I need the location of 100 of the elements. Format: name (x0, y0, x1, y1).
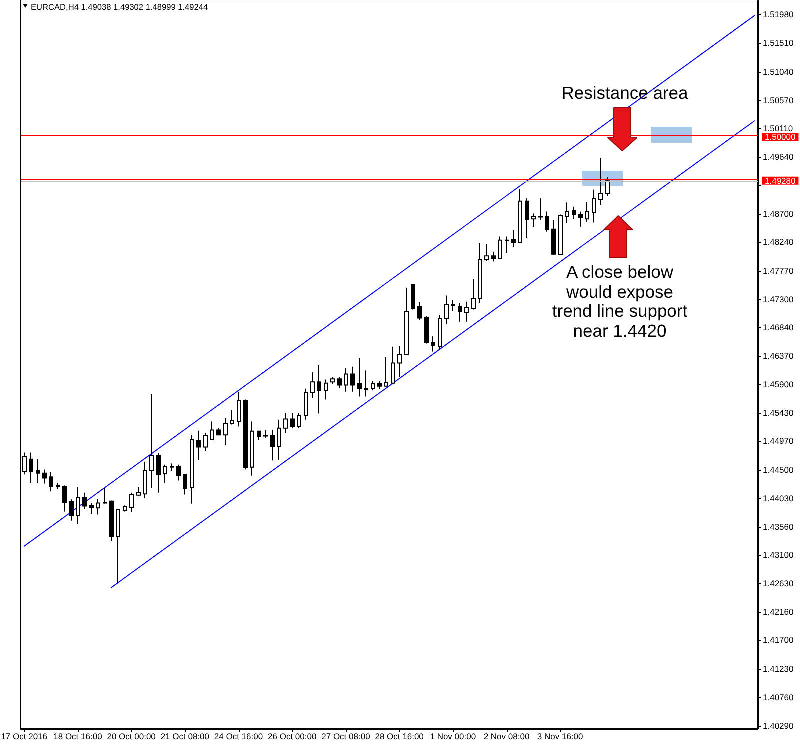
candlestick (558, 214, 563, 256)
candlestick (243, 399, 248, 470)
candlestick (498, 236, 502, 260)
y-tick-label: 1.47300 (763, 294, 794, 304)
candlestick (531, 213, 536, 228)
candlestick (136, 486, 141, 498)
x-tick-label: 20 Oct 00:00 (107, 732, 156, 742)
candlestick (203, 432, 208, 452)
candlestick (324, 379, 328, 400)
candlestick (230, 410, 234, 426)
candlestick (210, 421, 214, 440)
y-tick-label: 1.44970 (763, 436, 794, 446)
candlestick (458, 302, 462, 322)
x-tick-label: 27 Oct 08:00 (322, 732, 371, 742)
y-tick-label: 1.49640 (763, 152, 794, 162)
ref-line-label: 1.50000 (765, 132, 796, 142)
x-tick-label: 17 Oct 2016 (1, 732, 48, 742)
candlestick (484, 244, 489, 262)
candlestick (277, 419, 281, 461)
y-tick-label: 1.41700 (763, 635, 794, 646)
y-tick-label: 1.41230 (763, 664, 794, 674)
y-tick-label: 1.44030 (763, 493, 794, 504)
candlestick (364, 370, 368, 398)
x-tick-label: 28 Oct 16:00 (375, 732, 424, 742)
x-tick-label: 1 Nov 00:00 (430, 732, 476, 742)
candlestick (76, 486, 80, 526)
y-tick-label: 1.44500 (763, 464, 794, 475)
y-tick-label: 1.48700 (763, 209, 794, 220)
x-tick-label: 26 Oct 00:00 (268, 732, 317, 742)
candlestick (317, 364, 321, 414)
candlestick (62, 485, 67, 512)
candlestick (538, 198, 543, 221)
y-tick-label: 1.48240 (763, 237, 794, 248)
candlestick (525, 198, 529, 240)
candlestick (216, 428, 221, 436)
candlestick (116, 508, 120, 584)
candlestick (551, 220, 556, 256)
y-tick-label: 1.42160 (763, 607, 794, 618)
y-tick-label: 1.46370 (763, 350, 794, 361)
candlestick (143, 461, 147, 499)
candlestick (290, 412, 295, 429)
x-tick-label: 3 Nov 16:00 (537, 732, 584, 742)
candlestick (350, 366, 355, 392)
x-tick-label: 21 Oct 08:00 (160, 732, 210, 742)
candlestick (96, 498, 100, 516)
y-tick-label: 1.45900 (763, 380, 794, 390)
y-tick-label: 1.51510 (763, 38, 794, 48)
candlestick (371, 381, 375, 392)
candlestick (183, 474, 187, 496)
candlestick (471, 278, 476, 310)
candlestick (424, 316, 429, 344)
candlestick (82, 492, 87, 510)
y-tick-label: 1.46840 (763, 322, 794, 332)
candlestick (505, 236, 509, 254)
x-tick-label: 24 Oct 16:00 (214, 732, 264, 742)
chart-title: EURCAD,H4 1.49038 1.49302 1.48999 1.49244 (31, 2, 209, 12)
candlestick (478, 242, 482, 304)
candlestick (391, 346, 395, 384)
candlestick (250, 421, 254, 476)
candlestick (464, 301, 469, 322)
candlestick (69, 499, 74, 522)
ref-line-label: 1.49280 (765, 176, 796, 186)
y-tick-label: 1.51040 (763, 66, 794, 77)
candlestick (592, 189, 596, 224)
candlestick (491, 251, 496, 262)
y-tick-label: 1.51980 (763, 10, 794, 20)
candlestick (511, 230, 516, 248)
candlestick (438, 314, 442, 350)
y-tick-label: 1.40290 (763, 720, 794, 731)
candlestick (384, 356, 388, 387)
candlestick (42, 469, 47, 484)
candlestick (190, 434, 194, 504)
candlestick (49, 472, 53, 492)
candlestick (36, 458, 40, 484)
candlestick (163, 464, 167, 484)
candlestick (518, 188, 522, 244)
candlestick (56, 482, 60, 490)
candlestick (565, 202, 569, 224)
candlestick (330, 376, 335, 384)
y-tick-label: 1.47770 (763, 266, 794, 276)
candlestick (578, 211, 583, 228)
candlestick (270, 430, 275, 462)
candlestick (605, 177, 610, 196)
y-tick-label: 1.43100 (763, 550, 794, 560)
candlestick (237, 391, 241, 428)
candlestick (29, 452, 33, 484)
candlestick (417, 302, 422, 321)
candlestick (411, 284, 415, 310)
y-tick-label: 1.43560 (763, 522, 794, 532)
x-tick-label: 18 Oct 16:00 (54, 732, 103, 742)
candlestick (103, 488, 107, 504)
candlestick (572, 206, 576, 220)
y-tick-label: 1.50110 (763, 123, 794, 134)
candlestick (149, 394, 154, 489)
candlestick (431, 336, 435, 352)
candlestick (223, 418, 228, 446)
y-tick-label: 1.45430 (763, 408, 794, 418)
candlestick (304, 388, 308, 420)
candlestick (377, 381, 382, 390)
candlestick (357, 358, 362, 398)
